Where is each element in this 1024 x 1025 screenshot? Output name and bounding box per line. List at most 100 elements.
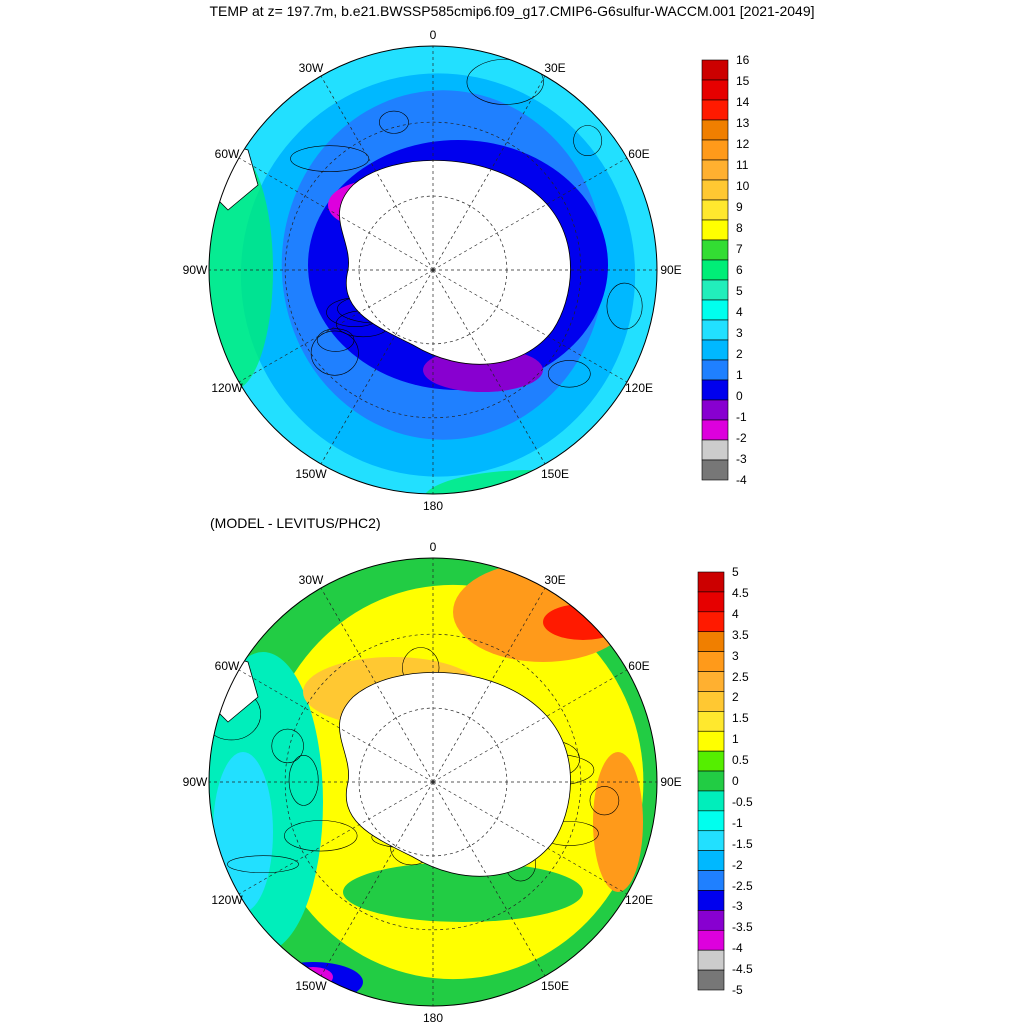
- colorbar-swatch: [697, 691, 725, 712]
- colorbar-swatch: [701, 219, 729, 241]
- colorbar-tick-label: 5: [732, 565, 739, 579]
- field-patch: [543, 604, 623, 640]
- colorbar-swatch: [701, 199, 729, 221]
- longitude-label: 60E: [628, 147, 650, 161]
- colorbar-swatch: [697, 631, 725, 652]
- longitude-label: 180: [422, 499, 444, 513]
- colorbar-tick-label: -2: [732, 857, 743, 872]
- longitude-label: 150W: [295, 466, 327, 481]
- map-field-0: [209, 46, 657, 494]
- colorbar-tick-label: 11: [736, 158, 749, 172]
- colorbar-tick-label: 4: [732, 606, 739, 621]
- colorbar-swatch: [701, 399, 729, 421]
- colorbar-swatch: [697, 890, 725, 911]
- colorbar-swatch: [701, 99, 729, 121]
- colorbar-tick-label: -1: [736, 410, 747, 424]
- colorbar-swatch: [697, 850, 725, 871]
- colorbar-tick-label: 2.5: [732, 669, 749, 684]
- map-field-1: [209, 558, 657, 1006]
- longitude-label: 30E: [544, 573, 566, 587]
- graticule-latitude: [284, 633, 582, 931]
- colorbar-swatch: [697, 910, 725, 931]
- longitude-label: 60W: [214, 659, 240, 673]
- graticule-meridian: [432, 157, 628, 271]
- colorbar-swatch: [697, 730, 725, 752]
- colorbar-tick-label: 4: [736, 305, 743, 319]
- colorbar-tick-label: 2: [732, 690, 739, 705]
- longitude-label: 150E: [540, 978, 570, 993]
- colorbar-tick-label: -5: [732, 983, 743, 997]
- longitude-label: 0: [429, 28, 437, 42]
- graticule-meridian: [238, 157, 434, 271]
- colorbar-swatch: [701, 179, 729, 201]
- colorbar-swatch: [701, 359, 729, 381]
- colorbar-tick-label: 5: [736, 284, 743, 298]
- longitude-label: 90W: [182, 775, 208, 789]
- colorbar-tick-label: 6: [736, 263, 743, 277]
- colorbar-tick-label: -1: [732, 815, 743, 830]
- colorbar-tick-label: 0: [732, 774, 739, 788]
- map-border: [208, 557, 658, 1007]
- colorbar-swatch: [697, 750, 725, 772]
- graticule-meridian: [432, 269, 628, 383]
- colorbar-swatch: [697, 870, 725, 891]
- field-patch: [453, 562, 633, 662]
- colorbar-tick-label: -1.5: [732, 836, 753, 851]
- colorbar-swatch: [701, 379, 729, 401]
- longitude-label: 120W: [211, 381, 243, 395]
- longitude-label: 120E: [624, 381, 653, 395]
- graticule-meridian: [320, 269, 434, 465]
- graticule-meridian: [238, 669, 434, 783]
- colorbar-swatch: [701, 339, 729, 361]
- colorbar-swatch: [701, 239, 729, 261]
- graticule-meridian: [432, 269, 546, 465]
- graticule-meridian: [320, 587, 434, 783]
- colorbar-tick-label: 2: [736, 347, 743, 361]
- map-border: [208, 45, 658, 495]
- colorbar-swatch: [697, 810, 725, 832]
- colorbar-tick-label: -3: [732, 899, 743, 914]
- colorbar-tick-label: 0.5: [732, 753, 749, 768]
- contour-line: [271, 728, 304, 764]
- graticule-meridian: [320, 781, 434, 977]
- colorbar-swatch: [701, 279, 729, 301]
- colorbar-swatch: [701, 259, 729, 281]
- colorbar-swatch: [697, 929, 725, 951]
- colorbar-swatch: [701, 79, 729, 101]
- colorbar-tick-label: 16: [736, 53, 750, 67]
- field-patch: [593, 752, 643, 892]
- colorbar-swatch: [697, 591, 725, 613]
- longitude-label: 150W: [295, 978, 327, 993]
- colorbar-tick-label: 10: [736, 179, 750, 193]
- colorbar-swatch: [697, 790, 725, 812]
- field-patch: [213, 752, 273, 912]
- colorbar-tick-label: -4: [732, 941, 743, 956]
- contour-line: [606, 282, 643, 330]
- colorbar-swatch: [697, 671, 725, 692]
- colorbar-swatch: [697, 611, 725, 633]
- contour-line: [284, 820, 358, 852]
- contour-line: [316, 328, 355, 352]
- contour-line: [227, 855, 299, 874]
- graticule-meridian: [432, 669, 628, 783]
- colorbar-tick-label: 0: [736, 389, 743, 403]
- colorbar-swatch: [701, 419, 729, 441]
- colorbar-tick-label: 13: [736, 116, 750, 130]
- contour-line: [547, 360, 591, 388]
- contour-line: [379, 110, 409, 134]
- colorbar-swatch: [697, 571, 725, 593]
- longitude-label: 90E: [660, 775, 682, 789]
- graticule-meridian: [432, 75, 546, 271]
- colorbar-tick-label: 1: [732, 732, 739, 747]
- colorbar-tick-label: -4.5: [732, 962, 753, 977]
- longitude-label: 120W: [211, 893, 243, 907]
- longitude-label: 180: [422, 1011, 444, 1025]
- colorbar-tick-label: -3: [736, 452, 747, 466]
- graticule-meridian: [432, 781, 628, 895]
- colorbar-tick-label: 4.5: [732, 585, 749, 600]
- colorbar-tick-label: 14: [736, 95, 750, 109]
- colorbar-tick-label: 12: [736, 137, 750, 151]
- longitude-label: 60W: [214, 147, 240, 161]
- colorbar-swatch: [697, 969, 725, 991]
